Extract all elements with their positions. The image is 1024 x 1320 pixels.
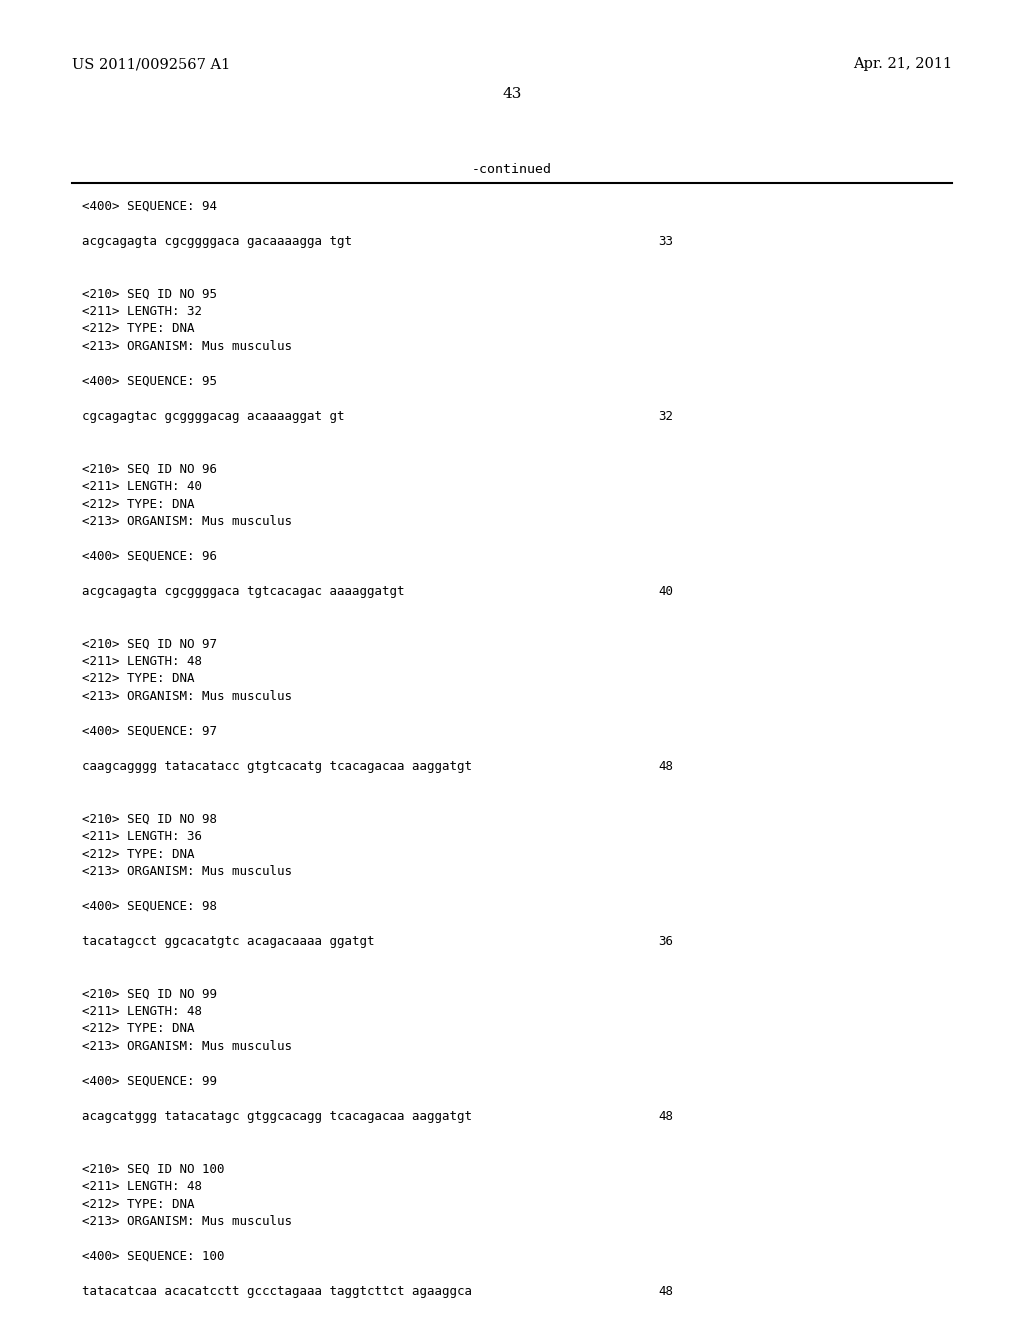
Text: <213> ORGANISM: Mus musculus: <213> ORGANISM: Mus musculus xyxy=(82,690,292,704)
Text: <212> TYPE: DNA: <212> TYPE: DNA xyxy=(82,847,195,861)
Text: <211> LENGTH: 32: <211> LENGTH: 32 xyxy=(82,305,202,318)
Text: acgcagagta cgcggggaca tgtcacagac aaaaggatgt: acgcagagta cgcggggaca tgtcacagac aaaagga… xyxy=(82,585,404,598)
Text: acagcatggg tatacatagc gtggcacagg tcacagacaa aaggatgt: acagcatggg tatacatagc gtggcacagg tcacaga… xyxy=(82,1110,472,1123)
Text: <400> SEQUENCE: 100: <400> SEQUENCE: 100 xyxy=(82,1250,224,1263)
Text: 33: 33 xyxy=(658,235,673,248)
Text: <210> SEQ ID NO 98: <210> SEQ ID NO 98 xyxy=(82,813,217,825)
Text: <213> ORGANISM: Mus musculus: <213> ORGANISM: Mus musculus xyxy=(82,1214,292,1228)
Text: <211> LENGTH: 40: <211> LENGTH: 40 xyxy=(82,480,202,492)
Text: <210> SEQ ID NO 95: <210> SEQ ID NO 95 xyxy=(82,288,217,301)
Text: <210> SEQ ID NO 99: <210> SEQ ID NO 99 xyxy=(82,987,217,1001)
Text: <400> SEQUENCE: 98: <400> SEQUENCE: 98 xyxy=(82,900,217,913)
Text: <211> LENGTH: 48: <211> LENGTH: 48 xyxy=(82,1180,202,1193)
Text: <210> SEQ ID NO 97: <210> SEQ ID NO 97 xyxy=(82,638,217,651)
Text: 36: 36 xyxy=(658,935,673,948)
Text: <213> ORGANISM: Mus musculus: <213> ORGANISM: Mus musculus xyxy=(82,1040,292,1053)
Text: <212> TYPE: DNA: <212> TYPE: DNA xyxy=(82,1023,195,1035)
Text: tatacatcaa acacatcctt gccctagaaa taggtcttct agaaggca: tatacatcaa acacatcctt gccctagaaa taggtct… xyxy=(82,1284,472,1298)
Text: <212> TYPE: DNA: <212> TYPE: DNA xyxy=(82,498,195,511)
Text: <213> ORGANISM: Mus musculus: <213> ORGANISM: Mus musculus xyxy=(82,515,292,528)
Text: <400> SEQUENCE: 97: <400> SEQUENCE: 97 xyxy=(82,725,217,738)
Text: <400> SEQUENCE: 94: <400> SEQUENCE: 94 xyxy=(82,201,217,213)
Text: -continued: -continued xyxy=(472,162,552,176)
Text: 43: 43 xyxy=(503,87,521,102)
Text: Apr. 21, 2011: Apr. 21, 2011 xyxy=(853,57,952,71)
Text: <211> LENGTH: 48: <211> LENGTH: 48 xyxy=(82,1005,202,1018)
Text: <212> TYPE: DNA: <212> TYPE: DNA xyxy=(82,1197,195,1210)
Text: <400> SEQUENCE: 96: <400> SEQUENCE: 96 xyxy=(82,550,217,564)
Text: caagcagggg tatacatacc gtgtcacatg tcacagacaa aaggatgt: caagcagggg tatacatacc gtgtcacatg tcacaga… xyxy=(82,760,472,774)
Text: 48: 48 xyxy=(658,1284,673,1298)
Text: 40: 40 xyxy=(658,585,673,598)
Text: <212> TYPE: DNA: <212> TYPE: DNA xyxy=(82,322,195,335)
Text: <213> ORGANISM: Mus musculus: <213> ORGANISM: Mus musculus xyxy=(82,341,292,352)
Text: <210> SEQ ID NO 96: <210> SEQ ID NO 96 xyxy=(82,462,217,475)
Text: cgcagagtac gcggggacag acaaaaggat gt: cgcagagtac gcggggacag acaaaaggat gt xyxy=(82,411,344,422)
Text: acgcagagta cgcggggaca gacaaaagga tgt: acgcagagta cgcggggaca gacaaaagga tgt xyxy=(82,235,352,248)
Text: <211> LENGTH: 36: <211> LENGTH: 36 xyxy=(82,830,202,843)
Text: 48: 48 xyxy=(658,1110,673,1123)
Text: <211> LENGTH: 48: <211> LENGTH: 48 xyxy=(82,655,202,668)
Text: <400> SEQUENCE: 99: <400> SEQUENCE: 99 xyxy=(82,1074,217,1088)
Text: <213> ORGANISM: Mus musculus: <213> ORGANISM: Mus musculus xyxy=(82,865,292,878)
Text: <210> SEQ ID NO 100: <210> SEQ ID NO 100 xyxy=(82,1163,224,1176)
Text: tacatagcct ggcacatgtc acagacaaaa ggatgt: tacatagcct ggcacatgtc acagacaaaa ggatgt xyxy=(82,935,375,948)
Text: 32: 32 xyxy=(658,411,673,422)
Text: <212> TYPE: DNA: <212> TYPE: DNA xyxy=(82,672,195,685)
Text: 48: 48 xyxy=(658,760,673,774)
Text: <400> SEQUENCE: 95: <400> SEQUENCE: 95 xyxy=(82,375,217,388)
Text: US 2011/0092567 A1: US 2011/0092567 A1 xyxy=(72,57,230,71)
